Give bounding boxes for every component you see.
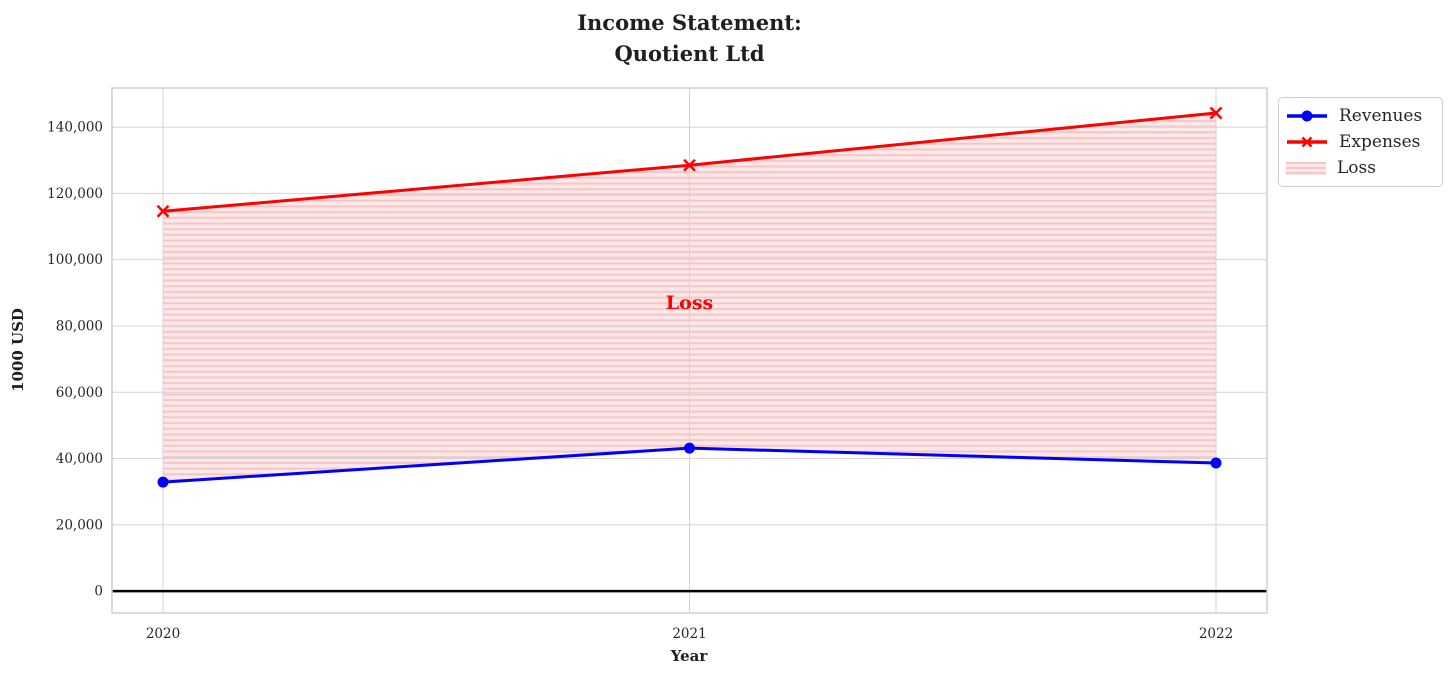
y-tick-label: 60,000 — [56, 385, 103, 401]
y-tick-label: 100,000 — [47, 252, 103, 268]
plot-frame — [111, 87, 1268, 614]
tick-labels: 0 20,000 40,000 60,000 80,000 100,000 120,000 1… — [47, 120, 1233, 642]
expenses-line-swatch-icon — [1287, 136, 1327, 148]
expenses-line — [156, 106, 1223, 218]
x-tick-label: 2020 — [146, 626, 180, 642]
loss-hatch-swatch-icon — [1286, 161, 1326, 175]
legend-item-expenses: Expenses — [1286, 129, 1434, 155]
loss-annotation: Loss — [665, 291, 714, 314]
legend-item-loss: Loss — [1286, 155, 1434, 181]
chart-title-line1: Income Statement: — [577, 10, 802, 35]
y-tick-label: 20,000 — [56, 517, 103, 533]
y-axis-label: 1000 USD — [9, 308, 27, 392]
legend-item-revenues: Revenues — [1286, 103, 1434, 129]
legend-label-revenues: Revenues — [1339, 106, 1423, 126]
y-tick-label: 40,000 — [56, 451, 103, 467]
chart-title-line2: Quotient Ltd — [614, 41, 765, 66]
legend-label-loss: Loss — [1337, 158, 1376, 178]
legend: Revenues Expenses Loss — [1278, 97, 1443, 187]
y-tick-label: 120,000 — [47, 186, 103, 202]
legend-label-expenses: Expenses — [1339, 132, 1421, 152]
chart-title: Income Statement: Quotient Ltd — [112, 7, 1267, 69]
x-tick-label: 2021 — [672, 626, 706, 642]
x-axis-label: Year — [670, 647, 708, 665]
x-tick-label: 2022 — [1199, 626, 1233, 642]
y-tick-label: 0 — [94, 584, 103, 600]
y-tick-label: 80,000 — [56, 318, 103, 334]
y-tick-label: 140,000 — [47, 120, 103, 136]
revenues-line-swatch-icon — [1287, 110, 1327, 122]
revenues-line — [157, 442, 1222, 488]
